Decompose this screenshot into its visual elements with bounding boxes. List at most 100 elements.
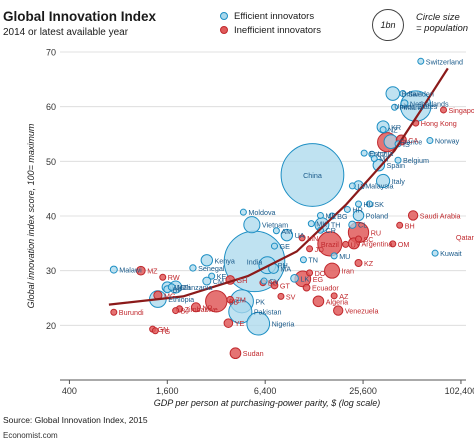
data-point-label: NZ: [388, 126, 398, 135]
chart-title: Global Innovation Index: [3, 9, 157, 24]
data-point: [299, 256, 307, 264]
y-tick-label: 20: [46, 321, 56, 331]
source-note: Source: Global Innovation Index, 2015: [3, 415, 148, 425]
data-point: [302, 283, 311, 292]
data-point: [379, 126, 387, 134]
data-point: [391, 103, 399, 111]
x-axis-title: GDP per person at purchasing-power parit…: [153, 398, 381, 408]
size-key-caption: Circle size = population: [416, 12, 474, 34]
data-point: [110, 308, 118, 316]
data-point: [360, 149, 368, 157]
legend-item-inefficient: Inefficient innovators: [220, 23, 321, 37]
data-point-label: UY: [351, 240, 361, 249]
data-point: [354, 259, 363, 268]
data-point-label: TH: [331, 221, 341, 230]
data-point: [426, 137, 434, 145]
data-point-label: MZ: [147, 267, 158, 276]
data-point: [333, 305, 344, 316]
data-point-label: SV: [286, 292, 296, 301]
data-point-label: BG: [337, 212, 348, 221]
chart-subtitle: 2014 or latest available year: [3, 27, 129, 38]
data-point-label: RW: [168, 273, 180, 282]
data-point-label: Tanzania: [184, 283, 213, 292]
data-point: [229, 347, 242, 360]
data-point-label: SC: [364, 235, 374, 244]
data-point-label: AZ: [339, 292, 349, 301]
data-point-label: KR: [391, 123, 401, 132]
data-point-label: UG: [175, 283, 186, 292]
data-point: [399, 90, 407, 98]
data-point-label: United States: [394, 102, 438, 111]
data-point-label: MN: [307, 234, 318, 243]
size-caption-line-1: Circle size: [416, 12, 460, 23]
trend-line: [108, 67, 449, 306]
data-point-label: LK: [300, 274, 309, 283]
data-point: [270, 242, 278, 250]
inefficient-swatch-icon: [220, 26, 228, 34]
data-point-label: MA: [280, 265, 291, 274]
data-point-label: CL: [358, 221, 367, 230]
data-point-label: TG: [160, 327, 170, 336]
data-point-label: MK: [316, 220, 327, 229]
data-point-label: KZ: [364, 259, 374, 268]
data-point-label: MT: [379, 155, 390, 164]
efficient-swatch-icon: [220, 12, 228, 20]
data-point-label: GH: [237, 276, 248, 285]
data-point: [330, 252, 338, 260]
x-tick-label: 1,600: [156, 386, 179, 396]
data-point: [312, 295, 325, 308]
y-tick-label: 40: [46, 212, 56, 222]
data-point-label: Ecuador: [312, 284, 339, 293]
data-point-label: Kuwait: [440, 249, 462, 258]
data-point: [167, 283, 176, 291]
y-tick-label: 70: [46, 48, 56, 58]
y-tick-label: 30: [46, 266, 56, 276]
data-point: [306, 245, 314, 253]
data-point: [348, 182, 356, 190]
data-point-label: GN: [158, 325, 169, 334]
data-point-label: Venezuela: [345, 307, 379, 316]
data-point-label: Senegal: [198, 264, 225, 273]
data-point-label: Argentina: [362, 239, 393, 248]
data-point-label: HU: [364, 200, 374, 209]
data-point-label: Mali: [177, 283, 191, 292]
data-point: [400, 99, 409, 108]
data-point: [376, 173, 391, 189]
data-point: [243, 216, 261, 234]
data-point-label: Belgium: [403, 156, 429, 165]
data-point: [355, 235, 363, 243]
data-point-label: China: [303, 171, 322, 180]
data-point: [372, 158, 386, 172]
data-point: [109, 265, 118, 274]
data-point-label: EG: [313, 275, 324, 284]
data-point: [365, 200, 373, 208]
data-point: [407, 210, 419, 221]
x-tick-label: 102,400: [445, 386, 474, 396]
data-point: [239, 208, 247, 216]
data-point-label: Moldova: [248, 208, 275, 217]
data-point-label: Kenya: [215, 256, 235, 265]
data-point-label: JP: [399, 138, 408, 147]
data-point-label: PK: [255, 297, 265, 306]
data-point: [280, 228, 294, 242]
data-point-label: ME: [326, 212, 337, 221]
data-point: [306, 269, 314, 277]
data-point: [136, 265, 146, 276]
data-point: [246, 311, 271, 336]
y-tick-label: 50: [46, 157, 56, 167]
data-point-label: Burundi: [119, 308, 144, 317]
data-point: [151, 327, 159, 335]
data-point: [348, 220, 357, 229]
data-point-label: Hong Kong: [421, 119, 457, 128]
data-point-label: CV: [269, 277, 279, 286]
data-point-label: Algeria: [326, 297, 348, 306]
x-tick-label: 25,600: [349, 386, 377, 396]
data-point: [159, 273, 167, 281]
size-key-circle: 1bn: [372, 9, 404, 41]
data-point-label: CR: [326, 226, 336, 235]
data-point-label: DO: [315, 269, 326, 278]
data-point-label: MU: [339, 252, 350, 261]
data-point: [343, 205, 351, 213]
data-point-label: RU: [371, 228, 381, 237]
